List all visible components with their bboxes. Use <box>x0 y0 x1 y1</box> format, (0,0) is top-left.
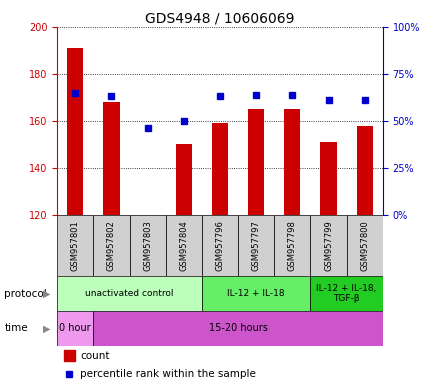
Bar <box>274 215 311 276</box>
Bar <box>311 276 383 311</box>
Text: GSM957800: GSM957800 <box>360 220 369 271</box>
Text: ▶: ▶ <box>43 323 51 333</box>
Text: GSM957799: GSM957799 <box>324 220 333 271</box>
Text: unactivated control: unactivated control <box>85 289 174 298</box>
Bar <box>57 276 202 311</box>
Text: GSM957802: GSM957802 <box>107 220 116 271</box>
Text: 0 hour: 0 hour <box>59 323 91 333</box>
Bar <box>176 144 192 215</box>
Text: ▶: ▶ <box>43 289 51 299</box>
Bar <box>93 215 129 276</box>
Bar <box>311 215 347 276</box>
Text: IL-12 + IL-18: IL-12 + IL-18 <box>227 289 285 298</box>
Text: GDS4948 / 10606069: GDS4948 / 10606069 <box>145 12 295 25</box>
Text: 15-20 hours: 15-20 hours <box>209 323 268 333</box>
Bar <box>93 311 383 346</box>
Text: protocol: protocol <box>4 289 47 299</box>
Bar <box>347 215 383 276</box>
Text: percentile rank within the sample: percentile rank within the sample <box>80 369 256 379</box>
Bar <box>248 109 264 215</box>
Bar <box>166 215 202 276</box>
Text: time: time <box>4 323 28 333</box>
Bar <box>67 48 84 215</box>
Text: GSM957796: GSM957796 <box>216 220 224 271</box>
Bar <box>57 215 93 276</box>
Text: count: count <box>80 351 110 361</box>
Text: GSM957803: GSM957803 <box>143 220 152 271</box>
Bar <box>202 215 238 276</box>
Bar <box>356 126 373 215</box>
Bar <box>212 123 228 215</box>
Bar <box>129 215 166 276</box>
Bar <box>238 215 274 276</box>
Text: GSM957798: GSM957798 <box>288 220 297 271</box>
Text: GSM957797: GSM957797 <box>252 220 260 271</box>
Bar <box>202 276 311 311</box>
Bar <box>320 142 337 215</box>
Text: GSM957801: GSM957801 <box>71 220 80 271</box>
Text: GSM957804: GSM957804 <box>180 220 188 271</box>
Text: IL-12 + IL-18,
TGF-β: IL-12 + IL-18, TGF-β <box>316 284 377 303</box>
Bar <box>57 311 93 346</box>
Bar <box>64 350 75 361</box>
Bar <box>103 102 120 215</box>
Bar <box>284 109 301 215</box>
